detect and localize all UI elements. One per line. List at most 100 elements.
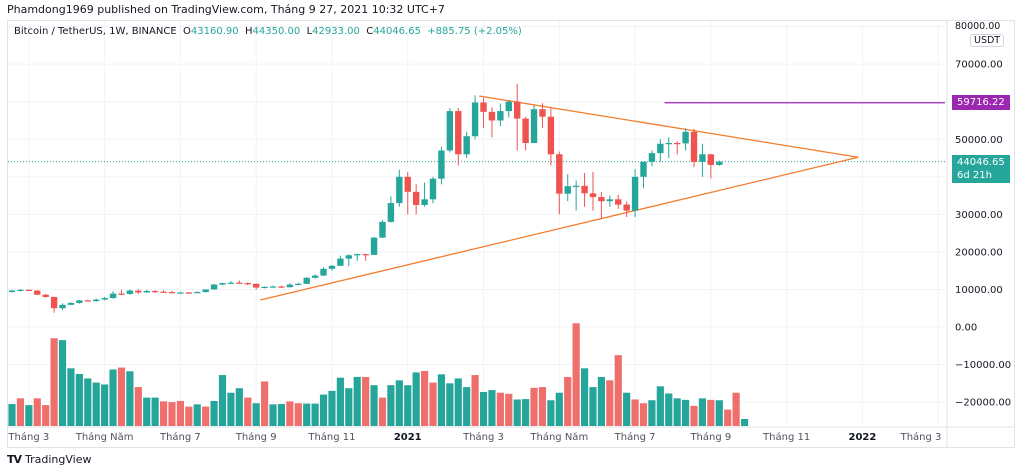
candle <box>286 283 294 288</box>
volume-bar <box>50 338 58 426</box>
candle-body <box>261 286 268 289</box>
candle-body <box>673 143 681 145</box>
candle-body <box>471 102 479 137</box>
volume-bar <box>353 376 361 426</box>
currency-badge[interactable]: USDT <box>970 34 1005 47</box>
candle-body <box>236 282 243 284</box>
low-label: L <box>306 26 313 37</box>
candle <box>606 195 614 207</box>
y-tick-label: −20000.00 <box>955 398 1011 409</box>
volume-bar <box>732 392 740 426</box>
volume-bar <box>580 368 589 426</box>
lower-trendline <box>260 156 859 301</box>
volume-bar <box>412 372 420 426</box>
candle-body <box>615 199 622 205</box>
candle-body <box>168 292 176 294</box>
y-tick-label: 10000.00 <box>955 285 1003 296</box>
y-tick-label: 30000.00 <box>955 210 1003 221</box>
close-value: 44046.65 <box>373 26 421 37</box>
candle <box>210 283 218 290</box>
candle-body <box>278 286 285 288</box>
y-tick-label: −10000.00 <box>955 360 1011 371</box>
volume-bar <box>454 378 462 426</box>
candle <box>530 105 538 144</box>
tradingview-logo-icon: TV <box>7 453 22 466</box>
candle <box>488 107 496 138</box>
candle-body <box>50 296 58 309</box>
volume-bar <box>159 401 168 426</box>
volume-bar <box>690 405 698 426</box>
volume-bar <box>244 397 252 426</box>
volume-bar <box>202 406 210 426</box>
volume-bar <box>33 398 41 426</box>
candle <box>177 291 184 294</box>
candle <box>572 180 580 211</box>
volume-bar <box>143 397 151 426</box>
candlesticks <box>8 83 723 313</box>
candle-body <box>286 284 294 288</box>
candle <box>34 290 41 296</box>
volume-bar <box>311 403 319 426</box>
candle-body <box>185 292 193 294</box>
volume-bar <box>294 403 302 426</box>
candle <box>76 299 83 304</box>
candle <box>640 161 647 189</box>
candle-body <box>244 283 251 285</box>
candle-body <box>252 283 260 288</box>
volume-bar <box>176 400 184 426</box>
volume-bar <box>496 392 504 426</box>
volume-bar <box>631 399 639 426</box>
candle-body <box>25 289 33 292</box>
candle <box>631 169 639 217</box>
candle <box>269 285 277 288</box>
volume-bar <box>547 400 555 426</box>
candle-body <box>488 111 496 121</box>
candle <box>522 116 529 151</box>
close-label: C <box>366 26 374 37</box>
open-value: 43160.90 <box>190 26 239 37</box>
x-tick-label: Tháng Năm <box>529 431 588 443</box>
x-tick-label: Tháng 11 <box>762 431 810 443</box>
volume-bar <box>16 398 25 426</box>
candle <box>471 95 479 140</box>
candle <box>84 299 91 302</box>
x-tick-label: Tháng 7 <box>614 431 656 443</box>
candle <box>412 184 420 215</box>
x-tick-label: Tháng 3 <box>900 431 942 443</box>
volume-bar <box>185 406 193 426</box>
volume-bar <box>724 409 732 426</box>
volume-bar <box>597 376 605 426</box>
candle <box>59 303 66 311</box>
tradingview-brand[interactable]: TV TradingView <box>7 453 92 466</box>
price-axis: 70000.00 50000.00 30000.00 20000.00 10000.00… <box>955 60 1011 409</box>
volume-bar <box>25 405 33 426</box>
candle-body <box>320 268 327 276</box>
candle <box>320 267 327 276</box>
candle-body <box>514 101 521 119</box>
candle-body <box>126 290 134 294</box>
candle <box>421 182 428 207</box>
candle <box>244 282 251 286</box>
volume-bar <box>572 323 580 426</box>
candle <box>160 290 167 293</box>
candle-body <box>328 265 336 269</box>
candle-body <box>539 109 546 117</box>
brand-name: TradingView <box>25 453 92 466</box>
candle-body <box>194 292 201 294</box>
candle-body <box>505 101 512 112</box>
volume-bar <box>446 383 454 426</box>
candle <box>556 151 563 215</box>
candle <box>8 289 16 293</box>
x-tick-label: Tháng 9 <box>689 431 731 443</box>
volume-bar <box>8 403 16 426</box>
candle <box>623 201 630 217</box>
x-tick-label: Tháng 7 <box>159 431 201 443</box>
high-label: H <box>244 26 253 37</box>
y-tick-label: 20000.00 <box>955 247 1003 258</box>
candle-body <box>151 290 159 293</box>
chart-frame <box>7 20 1015 448</box>
volume-bar <box>134 387 142 426</box>
candle <box>311 274 319 279</box>
volume-bar <box>210 400 218 426</box>
